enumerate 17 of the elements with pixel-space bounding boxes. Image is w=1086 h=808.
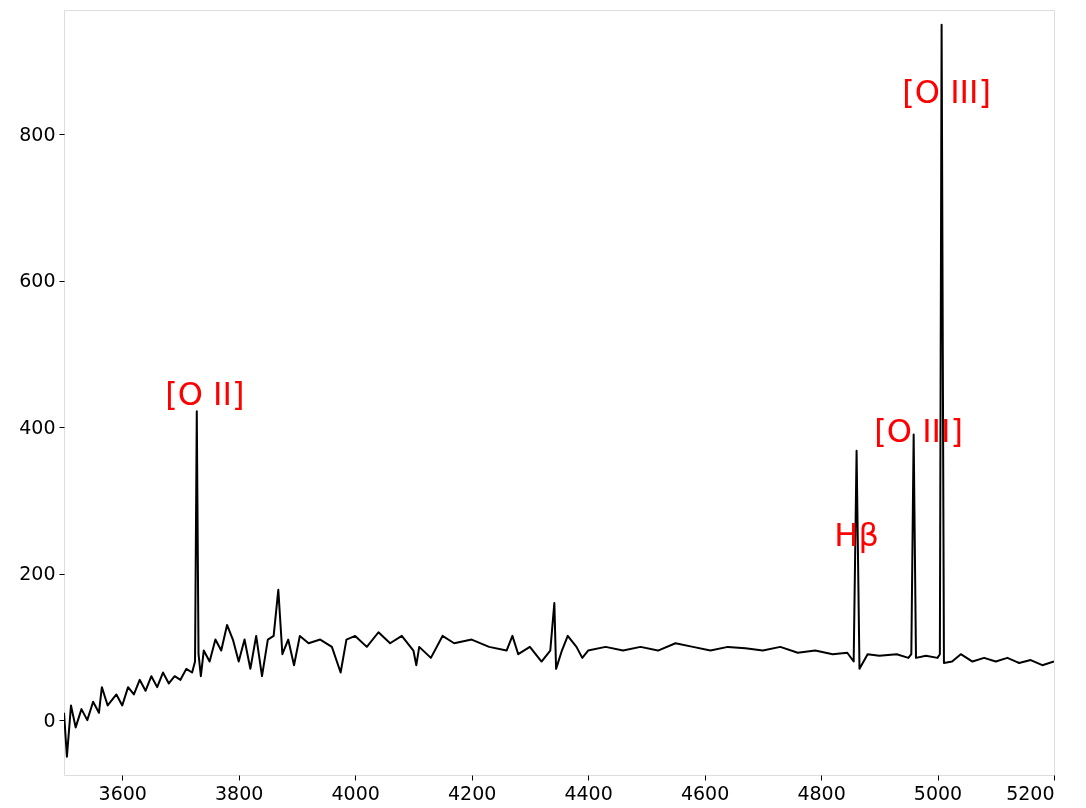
x-tick-label: 4000 [331,781,380,804]
annotation: [O III] [902,72,991,111]
y-tick-label: 200 [19,562,56,585]
y-tick-label: 400 [19,415,56,438]
x-tick-label: 4600 [680,781,730,804]
x-tick-label: 4800 [797,781,846,804]
y-tick-label: 0 [43,708,56,731]
x-tick-label: 4400 [564,781,613,804]
x-tick-label: 5200 [1006,781,1055,804]
x-tick-label: 3600 [98,781,147,804]
line-series [64,23,1054,758]
x-tick-label: 3800 [215,781,264,804]
y-tick-label: 800 [19,122,56,145]
x-tick-label: 5000 [913,781,963,804]
x-tick-label: 4200 [447,781,497,804]
y-tick-label: 600 [19,269,56,292]
annotation: [O II] [165,375,245,414]
